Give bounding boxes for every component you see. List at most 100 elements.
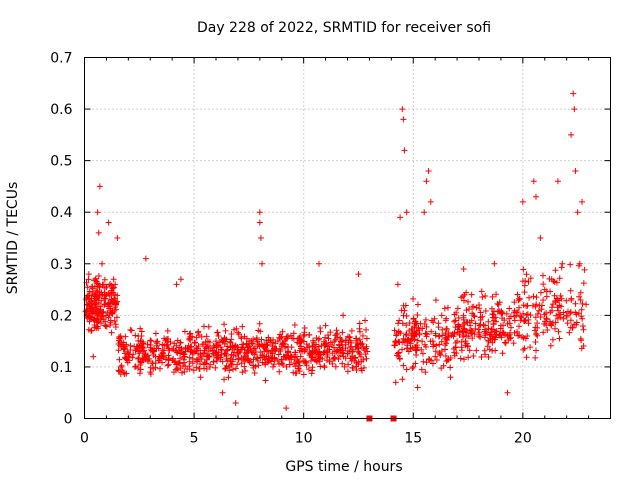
data-point (280, 353, 287, 360)
data-point (428, 357, 435, 364)
data-point (132, 347, 139, 354)
data-point (324, 353, 331, 360)
data-point (291, 322, 298, 329)
data-point (331, 338, 338, 345)
data-point (164, 327, 171, 334)
data-point (463, 319, 470, 326)
data-point (558, 303, 565, 310)
data-point (499, 315, 506, 322)
data-point (181, 351, 188, 358)
data-point (259, 359, 266, 366)
data-point (234, 349, 241, 356)
data-point (82, 308, 89, 315)
data-point (558, 295, 565, 302)
data-point (523, 271, 530, 278)
data-point (226, 367, 233, 374)
data-point (520, 346, 527, 353)
data-point (214, 329, 221, 336)
data-point (399, 376, 406, 383)
data-point (403, 322, 410, 329)
data-point (406, 320, 413, 327)
data-point (307, 357, 314, 364)
data-point (412, 318, 419, 325)
data-point (416, 327, 423, 334)
data-point (580, 343, 587, 350)
data-point (195, 343, 202, 350)
data-point (93, 319, 100, 326)
data-point (502, 340, 509, 347)
data-point (189, 349, 196, 356)
data-point (87, 314, 94, 321)
data-point (269, 343, 276, 350)
data-point (413, 347, 420, 354)
data-point (95, 299, 102, 306)
data-point (507, 313, 514, 320)
data-point (213, 344, 220, 351)
data-point (451, 311, 458, 318)
data-point (124, 359, 131, 366)
data-point (100, 316, 107, 323)
data-point (469, 335, 476, 342)
data-point (110, 284, 117, 291)
data-point (242, 367, 249, 374)
data-point (86, 318, 93, 325)
data-point (540, 329, 547, 336)
data-point (262, 356, 269, 363)
data-point (118, 362, 125, 369)
data-point (544, 326, 551, 333)
data-point (406, 338, 413, 345)
data-point (520, 302, 527, 309)
data-point (553, 312, 560, 319)
data-point (152, 364, 159, 371)
data-point (256, 209, 263, 216)
data-point (393, 332, 400, 339)
data-point (288, 356, 295, 363)
data-point (341, 363, 348, 370)
data-point (322, 334, 328, 341)
data-point (112, 304, 119, 311)
data-point (396, 317, 403, 324)
data-point (272, 347, 279, 354)
data-point (580, 280, 587, 287)
data-point (534, 310, 541, 317)
data-point (201, 349, 208, 356)
data-point (491, 260, 498, 267)
data-point (482, 322, 489, 329)
data-point (259, 260, 266, 267)
data-point (306, 352, 313, 359)
data-point (552, 325, 559, 332)
data-point (391, 342, 398, 349)
data-point (460, 329, 467, 336)
data-point (220, 337, 227, 344)
data-point (89, 285, 96, 292)
x-tick-label: 10 (295, 431, 313, 447)
data-point (264, 359, 271, 366)
data-point (141, 352, 148, 359)
data-point (186, 363, 193, 370)
data-point (479, 294, 486, 301)
data-point (558, 264, 565, 271)
data-point (522, 317, 529, 324)
data-point (301, 358, 308, 365)
data-point (88, 327, 95, 334)
data-point (411, 324, 418, 331)
data-point (340, 353, 347, 360)
data-point (575, 262, 582, 269)
data-point (492, 318, 499, 325)
data-point (85, 271, 92, 278)
data-point (566, 329, 573, 336)
data-point (556, 335, 563, 342)
data-point (229, 346, 236, 353)
data-point (283, 333, 290, 340)
data-point (349, 349, 356, 356)
data-point (423, 343, 430, 350)
data-point (322, 322, 329, 329)
data-point (574, 209, 581, 216)
data-point (553, 279, 560, 286)
data-point (86, 310, 93, 317)
data-point (315, 336, 322, 343)
data-point (286, 361, 293, 368)
data-point (290, 369, 297, 376)
x-tick-label: 5 (190, 431, 199, 447)
